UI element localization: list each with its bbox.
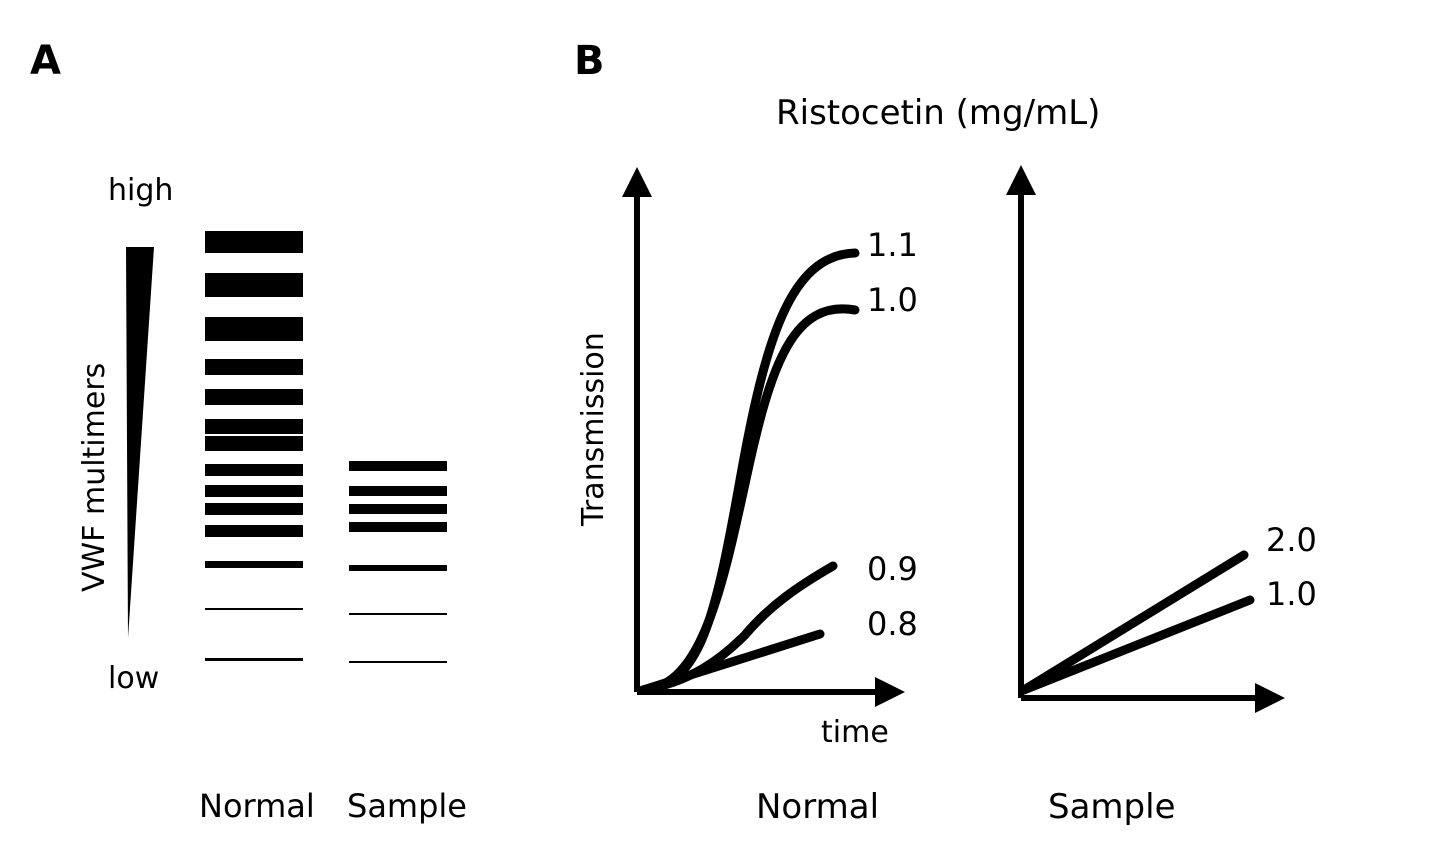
normal-curve-label-0.8: 0.8 [867,605,918,643]
sample-band [349,461,447,471]
normal-band [205,503,303,515]
sample-plot-caption: Sample [1048,787,1175,827]
normal-band [205,608,303,610]
vwf-multimers-axis-label: VWF multimers [77,363,112,592]
transmission-axis-label: Transmission [576,332,611,527]
sample-curve-1.0 [1019,595,1255,695]
normal-band [205,231,303,253]
normal-curve-label-1.1: 1.1 [867,226,918,264]
normal-band [205,485,303,497]
normal-band [205,561,303,568]
sample-band [349,522,447,532]
normal-band [205,317,303,341]
normal-lane-bands [205,231,303,661]
normal-curve-1.0 [638,304,860,695]
sample-band [349,613,447,615]
normal-band [205,525,303,537]
ristocetin-title: Ristocetin (mg/mL) [776,93,1100,133]
sample-curve-label-2.0: 2.0 [1266,521,1317,559]
normal-band [205,464,303,476]
normal-band [205,273,303,297]
normal-band [205,419,303,434]
scale-low-label: low [108,661,159,696]
normal-band [205,658,303,661]
scale-high-label: high [108,173,173,208]
normal-curve-0.9 [638,561,838,695]
normal-band [205,436,303,451]
size-gradient-wedge [126,247,154,638]
lane-label-normal: Normal [199,787,315,825]
normal-band [205,389,303,405]
sample-band [349,661,447,663]
sample-lane-bands [349,461,447,663]
normal-curve-label-1.0: 1.0 [867,281,918,319]
panel-a-label: A [30,38,61,84]
normal-curve-label-0.9: 0.9 [867,550,918,588]
sample-curve-2.0 [1019,550,1249,695]
sample-band [349,486,447,496]
sample-curve-label-1.0: 1.0 [1266,575,1317,613]
time-axis-label: time [821,715,889,750]
panel-b-label: B [574,38,605,84]
normal-plot-caption: Normal [756,787,879,827]
normal-band [205,359,303,375]
sample-band [349,504,447,514]
lane-label-sample: Sample [347,787,467,825]
normal-curve-0.8 [638,629,825,695]
sample-band [349,565,447,571]
